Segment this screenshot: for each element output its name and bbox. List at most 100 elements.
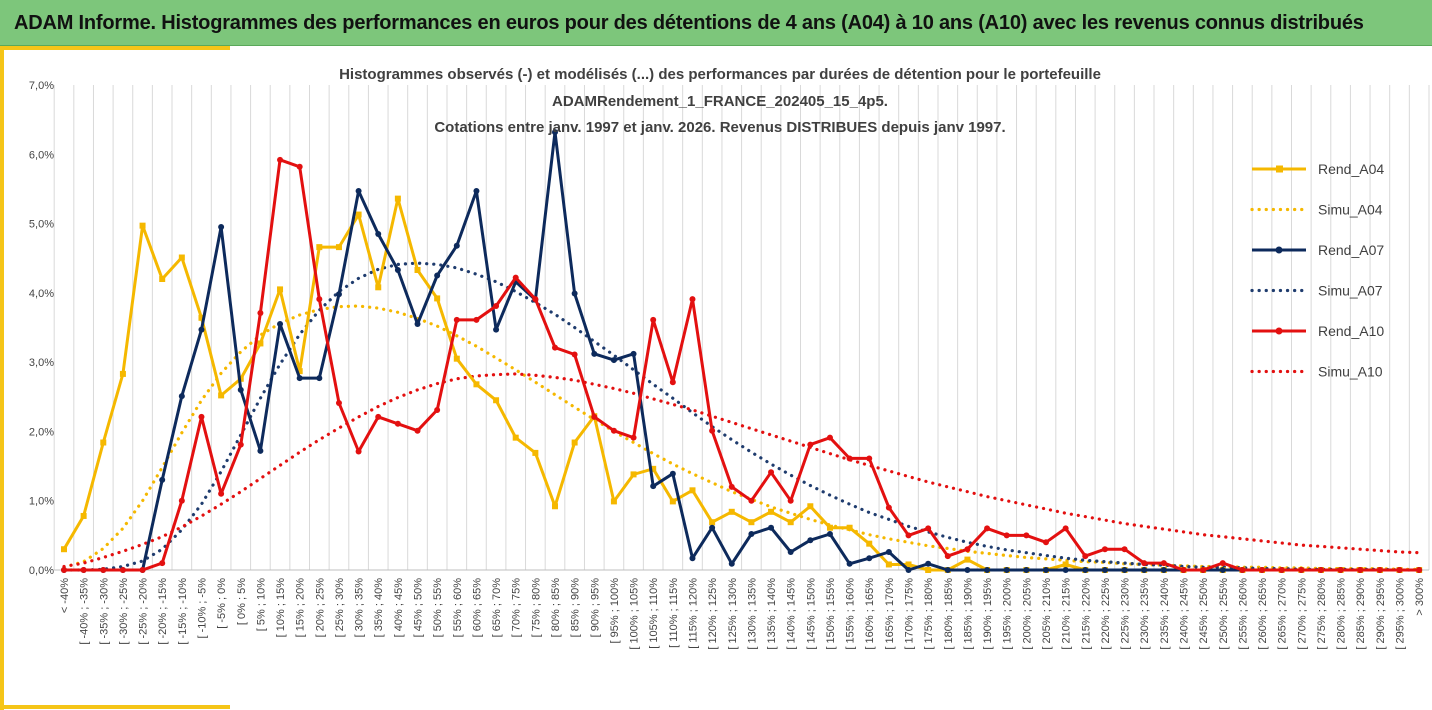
data-point xyxy=(1357,567,1364,573)
x-tick-label: [ 20% ; 25% xyxy=(314,578,326,638)
data-point xyxy=(807,503,814,510)
data-point xyxy=(885,561,892,568)
x-tick-label: [ 230% ; 235% xyxy=(1139,578,1151,650)
page-title: ADAM Informe. Histogrammes des performan… xyxy=(14,12,1364,34)
data-point xyxy=(728,483,735,490)
chart-title-line-3: Cotations entre janv. 1997 et janv. 2026… xyxy=(434,119,1005,136)
data-point xyxy=(198,314,205,321)
chart-title-line-1: Histogrammes observés (-) et modélisés (… xyxy=(339,66,1101,83)
data-point xyxy=(316,375,323,382)
data-point xyxy=(237,441,244,448)
grid-lines xyxy=(53,85,1430,570)
x-tick-label: > 300% xyxy=(1414,578,1426,616)
data-point xyxy=(552,129,558,136)
data-point xyxy=(669,379,676,386)
data-point xyxy=(355,211,362,218)
data-point xyxy=(826,434,833,441)
data-point xyxy=(1160,560,1167,567)
x-tick-label: [ 130% ; 135% xyxy=(746,578,758,650)
data-point xyxy=(905,532,912,539)
data-point xyxy=(257,340,264,347)
data-point xyxy=(394,266,401,273)
data-point xyxy=(532,449,539,456)
data-point xyxy=(1043,567,1049,573)
data-point xyxy=(139,222,146,229)
data-point xyxy=(512,274,519,281)
data-point xyxy=(335,291,342,298)
x-tick-label: [ 245% ; 250% xyxy=(1198,578,1210,650)
data-point xyxy=(768,469,775,476)
data-point xyxy=(768,524,775,531)
data-point xyxy=(218,224,225,231)
x-tick-label: [ -30% ; -25% xyxy=(118,578,130,645)
data-point xyxy=(925,560,932,567)
data-point xyxy=(1219,567,1226,573)
data-point xyxy=(218,490,225,497)
data-point xyxy=(846,560,853,567)
x-tick-label: < -40% xyxy=(59,578,71,613)
y-tick-label: 5,0% xyxy=(29,219,54,231)
x-tick-label: [ 175% ; 180% xyxy=(923,578,935,650)
x-tick-label: [ 15% ; 20% xyxy=(295,578,307,638)
x-tick-label: [ 190% ; 195% xyxy=(982,578,994,650)
data-point xyxy=(139,567,146,573)
data-point xyxy=(1337,567,1344,573)
legend-marker xyxy=(1275,327,1283,335)
data-point xyxy=(434,295,441,302)
data-point xyxy=(1023,532,1030,539)
x-tick-label: [ 30% ; 35% xyxy=(354,578,366,638)
data-point xyxy=(964,546,971,553)
y-tick-label: 6,0% xyxy=(29,149,54,161)
x-tick-label: [ 265% ; 270% xyxy=(1277,578,1289,650)
data-point xyxy=(1121,546,1128,553)
data-point xyxy=(552,503,558,510)
data-point xyxy=(1003,567,1010,573)
x-tick-label: [ 145% ; 150% xyxy=(805,578,817,650)
data-point xyxy=(532,296,539,303)
data-point xyxy=(394,195,401,202)
data-point xyxy=(414,266,421,273)
accent-bar-left xyxy=(0,46,4,710)
data-point xyxy=(1396,567,1403,573)
x-tick-label: [ 135% ; 140% xyxy=(766,578,778,650)
x-tick-label: [ 65% ; 70% xyxy=(491,578,503,638)
data-point xyxy=(689,555,696,562)
data-point xyxy=(414,427,421,434)
data-point xyxy=(925,567,932,573)
x-tick-label: [ 250% ; 255% xyxy=(1218,578,1230,650)
legend-marker xyxy=(1276,165,1283,173)
data-point xyxy=(335,400,342,407)
x-tick-label: [ 115% ; 120% xyxy=(687,578,699,649)
data-point xyxy=(650,465,657,472)
data-point xyxy=(277,156,284,163)
x-tick-label: [ 165% ; 170% xyxy=(884,578,896,650)
data-point xyxy=(866,555,873,562)
data-point xyxy=(198,413,205,420)
data-point xyxy=(159,276,166,282)
data-point xyxy=(885,548,892,555)
legend-item-simu-a04: Simu_A04 xyxy=(1250,202,1383,218)
data-point xyxy=(178,393,185,400)
legend-item-rend-a04: Rend_A04 xyxy=(1252,161,1384,177)
data-point xyxy=(630,350,637,357)
data-point xyxy=(591,413,598,420)
x-tick-label: [ 95% ; 100% xyxy=(609,578,621,644)
x-tick-label: [ 160% ; 165% xyxy=(864,578,876,650)
legend-label: Rend_A07 xyxy=(1318,242,1384,258)
legend-item-rend-a07: Rend_A07 xyxy=(1252,242,1384,258)
data-point xyxy=(394,420,401,427)
x-tick-label: [ 295% ; 300% xyxy=(1395,578,1407,650)
data-point xyxy=(944,553,951,560)
x-tick-label: [ 120% ; 125% xyxy=(707,578,719,650)
data-point xyxy=(591,350,598,357)
x-tick-label: [ 125% ; 130% xyxy=(727,578,739,650)
data-point xyxy=(414,321,421,328)
data-point xyxy=(119,370,126,377)
data-point xyxy=(1200,567,1207,573)
x-tick-label: [ 155% ; 160% xyxy=(845,578,857,650)
x-axis-ticks: < -40% [ -40% ; -35% [ -35% ; -30% [ -30% ;… xyxy=(59,578,1426,650)
data-point xyxy=(316,244,323,251)
data-point xyxy=(1141,567,1148,573)
data-point xyxy=(650,483,657,490)
data-point xyxy=(512,434,519,441)
